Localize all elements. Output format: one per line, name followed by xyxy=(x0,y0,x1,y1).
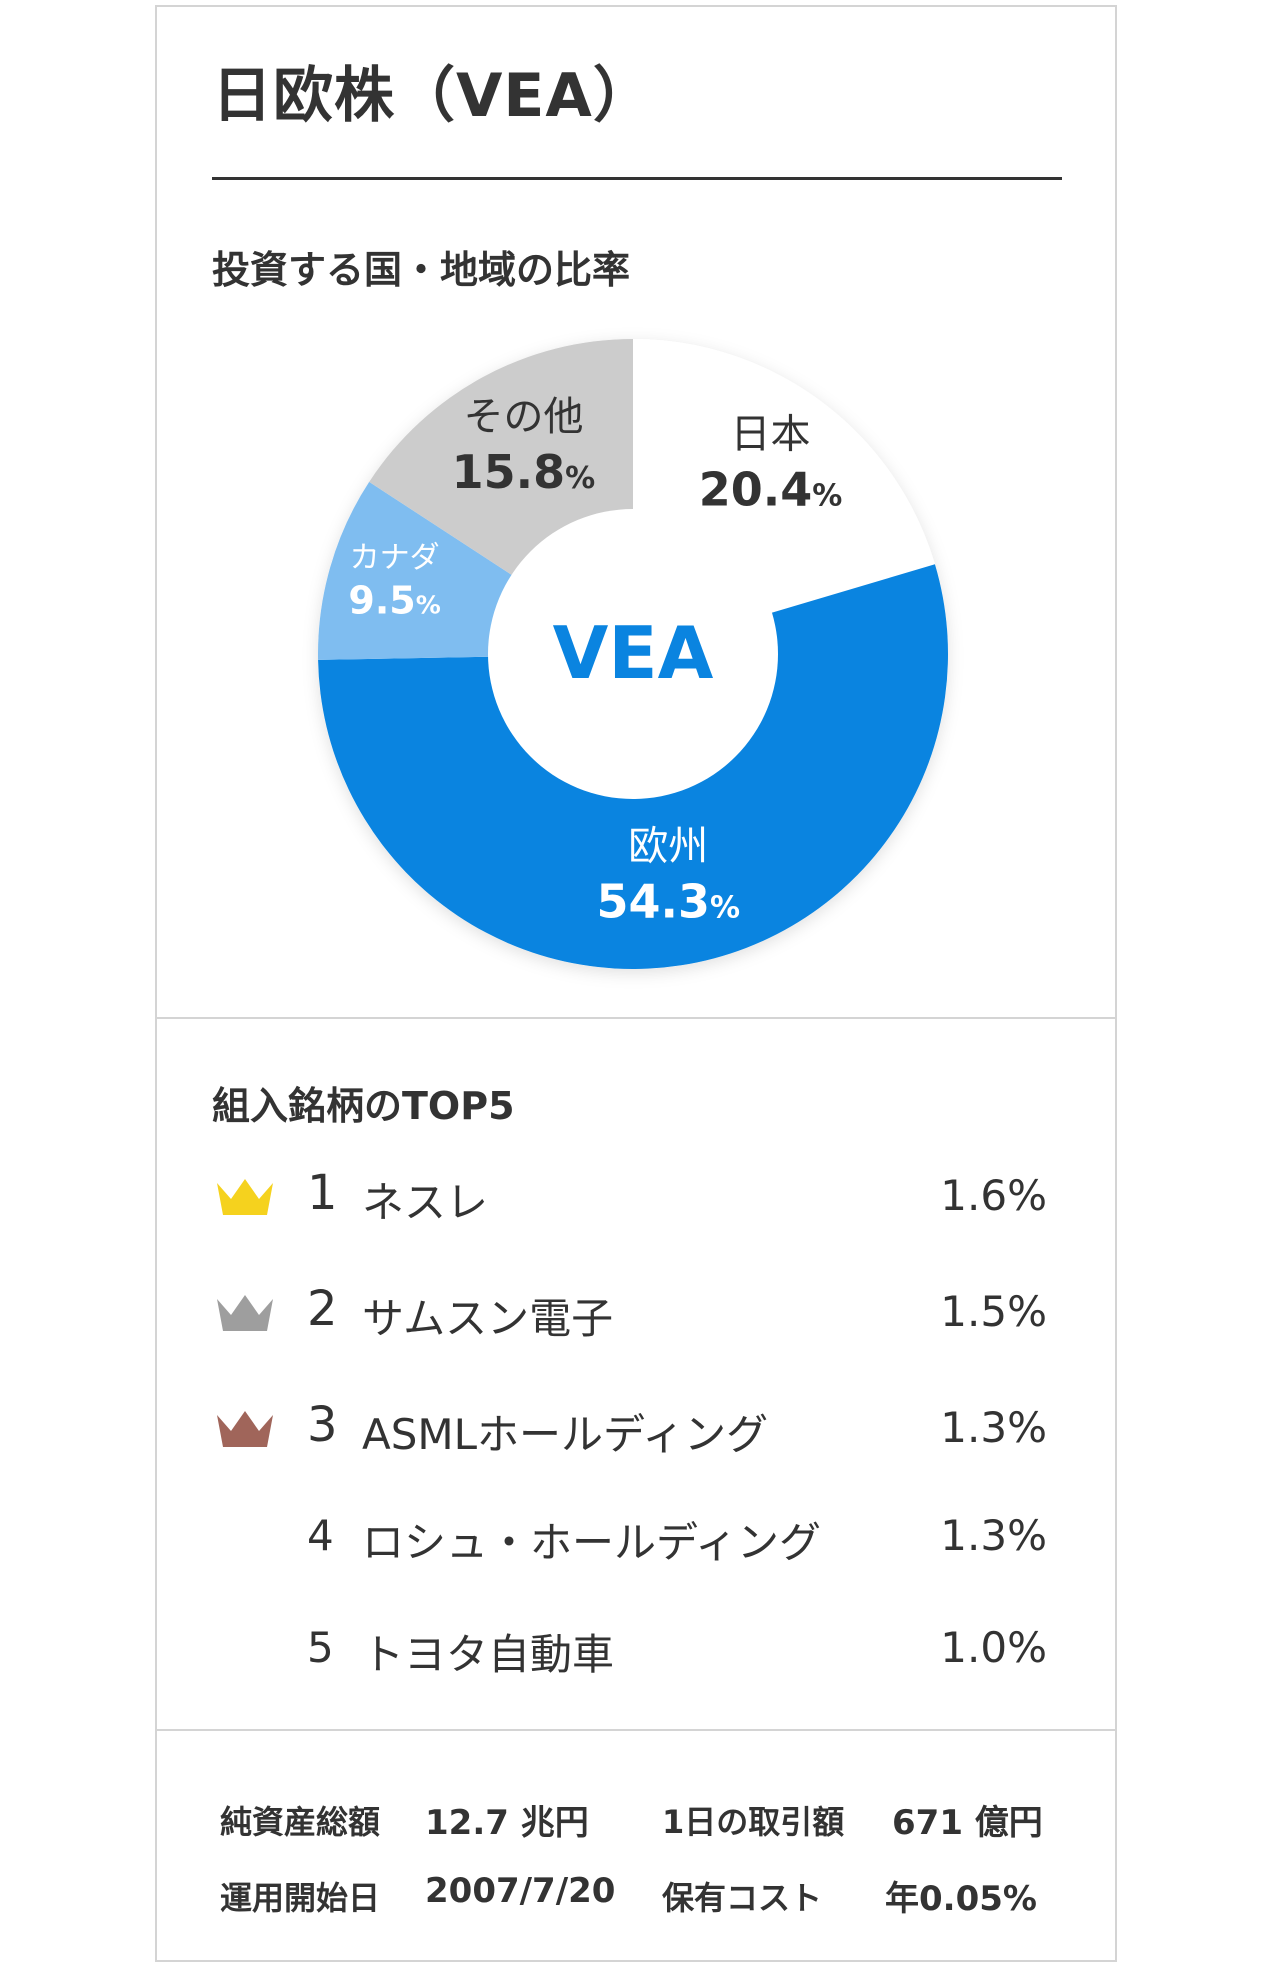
pie-slice-value: 20.4% xyxy=(699,463,843,517)
pie-slice-value: 54.3% xyxy=(596,874,740,928)
crown-icon xyxy=(217,1295,273,1331)
net-assets-label: 純資産総額 xyxy=(220,1803,381,1841)
inception-label: 運用開始日 xyxy=(220,1879,381,1917)
fund-card: 日欧株（VEA） 投資する国・地域の比率 日本 20.4% 欧州 54.3% カナダ 9.… xyxy=(155,5,1117,1962)
holding-weight: 1.3% xyxy=(940,1511,1047,1560)
holding-row: 1 ネスレ 1.6% xyxy=(157,1157,1115,1237)
pie-slice-label: その他 xyxy=(463,394,583,440)
holding-row: 2 サムスン電子 1.5% xyxy=(157,1273,1115,1353)
holding-rank: 1 xyxy=(307,1165,338,1221)
pie-slice-label: カナダ xyxy=(350,541,440,576)
holding-row: 4 ロシュ・ホールディング 1.3% xyxy=(157,1497,1115,1577)
pie-slice-value: 9.5% xyxy=(348,579,440,623)
region-section-label: 投資する国・地域の比率 xyxy=(212,248,631,292)
holding-name: ASMLホールディング xyxy=(362,1410,769,1459)
holding-row: 3 ASMLホールディング 1.3% xyxy=(157,1389,1115,1469)
holding-name: サムスン電子 xyxy=(362,1294,614,1343)
crown-icon xyxy=(217,1179,273,1215)
title-underline xyxy=(212,177,1062,180)
daily-volume-label: 1日の取引額 xyxy=(662,1803,845,1841)
holding-weight: 1.6% xyxy=(940,1171,1047,1220)
donut-center-label: VEA xyxy=(553,611,714,695)
inception-value: 2007/7/20 xyxy=(425,1871,616,1911)
holding-weight: 1.5% xyxy=(940,1287,1047,1336)
holding-weight: 1.3% xyxy=(940,1403,1047,1452)
section-divider xyxy=(157,1017,1115,1019)
holding-rank: 2 xyxy=(307,1281,338,1337)
donut-hole xyxy=(488,509,778,799)
holding-rank: 4 xyxy=(307,1511,334,1560)
crown-icon xyxy=(217,1411,273,1447)
daily-volume-value: 671 億円 xyxy=(892,1803,1043,1843)
holding-name: ネスレ xyxy=(362,1178,489,1227)
holding-row: 5 トヨタ自動車 1.0% xyxy=(157,1609,1115,1689)
cost-label: 保有コスト xyxy=(662,1879,823,1917)
holding-rank: 5 xyxy=(307,1623,334,1672)
holding-name: トヨタ自動車 xyxy=(362,1630,615,1679)
holding-name: ロシュ・ホールディング xyxy=(362,1518,822,1567)
pie-slice-label: 日本 xyxy=(731,412,811,458)
holding-rank: 3 xyxy=(307,1397,338,1453)
net-assets-value: 12.7 兆円 xyxy=(425,1803,589,1843)
pie-slice-label: 欧州 xyxy=(628,823,708,869)
holdings-section-label: 組入銘柄のTOP5 xyxy=(212,1084,515,1128)
pie-slice-value: 15.8% xyxy=(452,445,596,499)
cost-value: 年0.05% xyxy=(885,1879,1037,1919)
holding-weight: 1.0% xyxy=(940,1623,1047,1672)
section-divider xyxy=(157,1729,1115,1731)
fund-title: 日欧株（VEA） xyxy=(212,61,654,131)
